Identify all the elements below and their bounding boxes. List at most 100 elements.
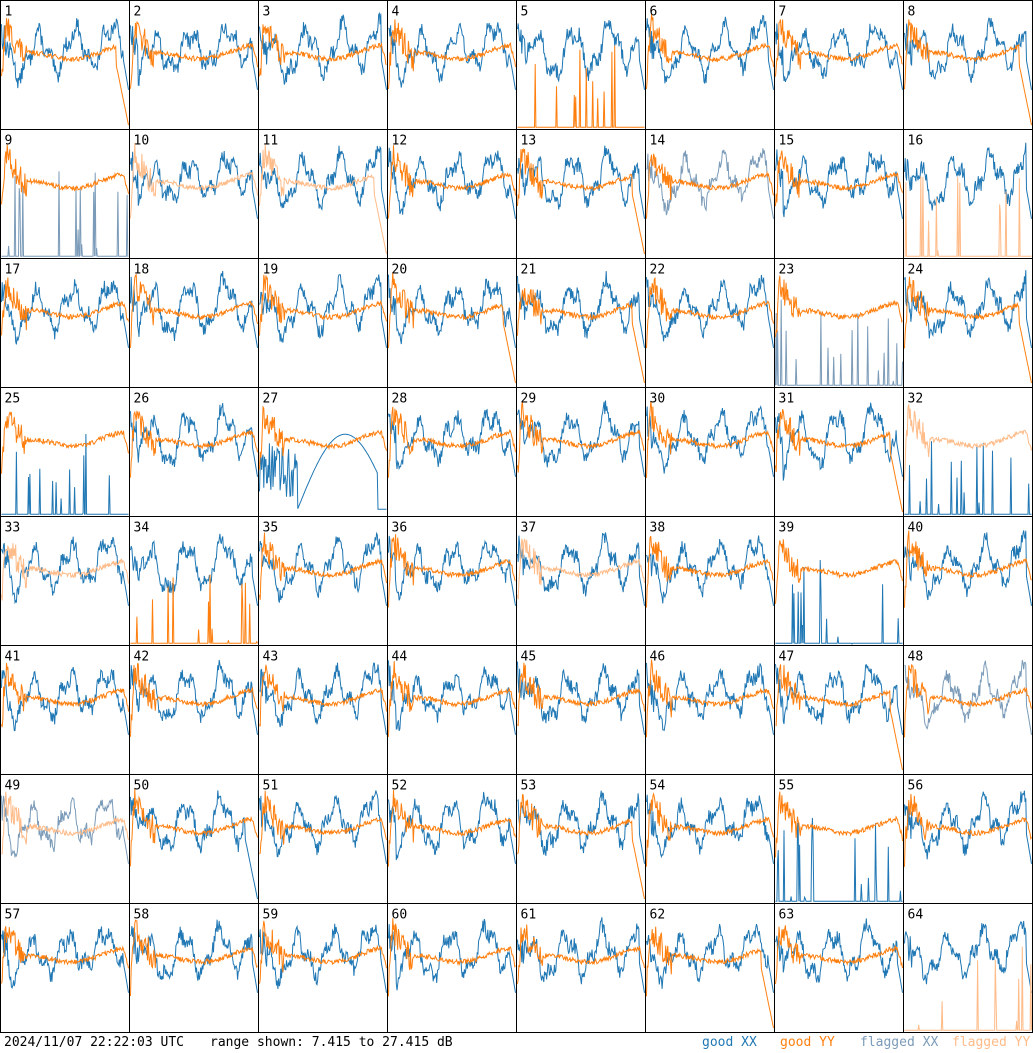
panel-9: 9	[0, 129, 130, 259]
panel-6: 6	[645, 0, 775, 130]
panel-label: 20	[392, 263, 408, 278]
panel-label: 31	[779, 392, 795, 407]
legend-flagged-xx: flagged XX	[860, 1035, 939, 1050]
series-yy-line	[904, 176, 1032, 257]
series-xx-line	[259, 790, 387, 864]
series-xx-line	[775, 918, 903, 993]
panel-label: 13	[521, 134, 537, 149]
panel-frame	[903, 516, 1033, 646]
series-xx-line	[1, 666, 129, 735]
series-xx-line	[775, 559, 903, 645]
panel-60: 60	[387, 903, 517, 1033]
panel-1: 1	[0, 0, 130, 130]
panel-label: 40	[908, 521, 924, 536]
series-yy-line	[1, 144, 129, 205]
series-xx-line	[775, 663, 903, 735]
panel-frame	[774, 645, 904, 775]
panel-label: 53	[521, 779, 537, 794]
series-yy-line	[904, 19, 1032, 126]
panel-frame	[516, 0, 646, 130]
panel-label: 59	[263, 908, 279, 923]
series-yy-line	[259, 920, 387, 984]
series-yy-line	[517, 793, 645, 900]
panel-61: 61	[516, 903, 646, 1033]
series-xx-line	[1, 279, 129, 348]
series-xx-line	[904, 660, 1032, 735]
panel-label: 21	[521, 263, 537, 278]
series-xx-line	[388, 22, 516, 90]
panel-frame	[516, 129, 646, 259]
panel-label: 30	[650, 392, 666, 407]
panel-frame	[0, 387, 130, 517]
panel-53: 53	[516, 774, 646, 904]
panel-52: 52	[387, 774, 517, 904]
panel-label: 11	[263, 134, 279, 149]
series-yy-line	[388, 534, 516, 608]
panel-label: 41	[5, 650, 21, 665]
series-yy-line	[904, 404, 1032, 481]
panel-label: 23	[779, 263, 795, 278]
panel-label: 33	[5, 521, 21, 536]
panel-2: 2	[129, 0, 259, 130]
series-xx-line	[646, 14, 774, 90]
series-yy-line	[904, 793, 1032, 867]
panel-63: 63	[774, 903, 904, 1033]
series-yy-line	[130, 273, 258, 348]
panel-frame	[774, 903, 904, 1033]
panel-frame	[903, 645, 1033, 775]
series-xx-line	[775, 817, 903, 902]
panel-frame	[387, 129, 517, 259]
panel-label: 28	[392, 392, 408, 407]
series-xx-line	[646, 405, 774, 477]
panel-label: 54	[650, 779, 666, 794]
panel-frame	[516, 774, 646, 904]
panel-38: 38	[645, 516, 775, 646]
panel-label: 63	[779, 908, 795, 923]
panel-64: 64	[903, 903, 1033, 1033]
series-yy-line	[517, 288, 645, 384]
series-yy-line	[1, 791, 129, 855]
panel-24: 24	[903, 258, 1033, 388]
legend-good-xx: good XX	[702, 1035, 757, 1050]
series-xx-line	[1, 433, 129, 515]
panel-56: 56	[903, 774, 1033, 904]
range-text: range shown: 7.415 to 27.415 dB	[210, 1035, 453, 1050]
panel-27: 27	[258, 387, 388, 517]
series-xx-line	[388, 918, 516, 993]
series-yy-line	[1, 662, 129, 728]
series-yy-line	[775, 408, 903, 513]
series-xx-line	[259, 531, 387, 606]
series-xx-line	[904, 920, 1032, 993]
panel-label: 56	[908, 779, 924, 794]
series-yy-line	[130, 788, 258, 867]
panel-label: 39	[779, 521, 795, 536]
panel-frame	[0, 645, 130, 775]
series-xx-line	[646, 148, 774, 219]
panel-51: 51	[258, 774, 388, 904]
series-yy-line	[517, 148, 645, 255]
panel-label: 52	[392, 779, 408, 794]
panel-label: 57	[5, 908, 21, 923]
series-yy-line	[1, 18, 129, 126]
series-yy-line	[259, 405, 387, 470]
series-xx-line	[517, 532, 645, 606]
panel-frame	[129, 258, 259, 388]
panel-frame	[903, 258, 1033, 388]
panel-frame	[516, 645, 646, 775]
panel-label: 36	[392, 521, 408, 536]
panel-frame	[387, 516, 517, 646]
series-yy-line	[904, 664, 1032, 738]
panel-41: 41	[0, 645, 130, 775]
series-yy-line	[388, 406, 516, 478]
panel-frame	[0, 258, 130, 388]
panel-label: 4	[392, 5, 400, 20]
series-xx-line	[775, 402, 903, 481]
panel-18: 18	[129, 258, 259, 388]
series-xx-line	[259, 11, 387, 90]
panel-label: 6	[650, 5, 658, 20]
series-yy-line	[130, 663, 258, 737]
panel-frame	[129, 516, 259, 646]
panel-21: 21	[516, 258, 646, 388]
series-xx-line	[259, 433, 387, 510]
panel-frame	[774, 774, 904, 904]
